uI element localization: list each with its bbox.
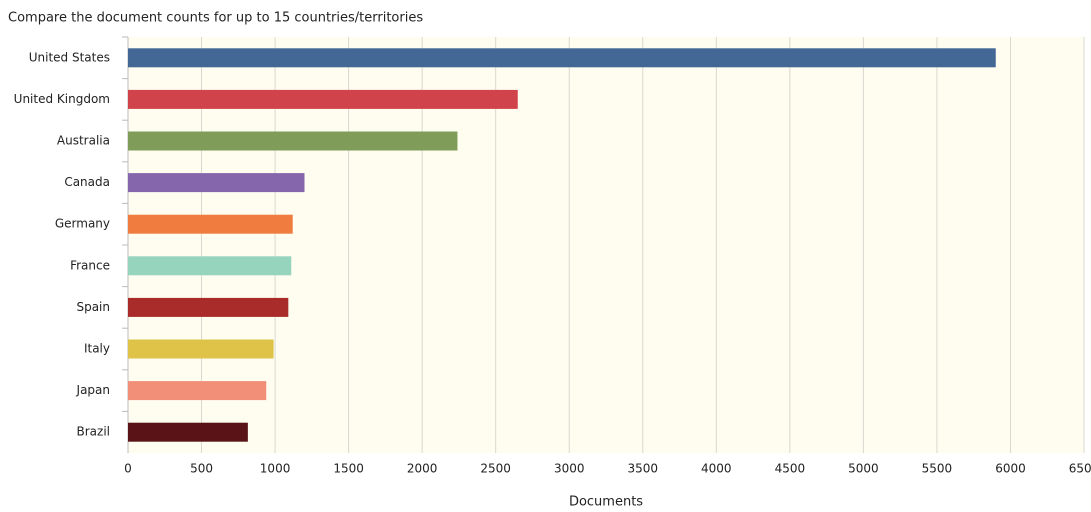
bar — [128, 48, 996, 68]
y-tick-label: Japan — [76, 383, 110, 397]
bar — [128, 422, 248, 442]
bar — [128, 381, 267, 401]
y-tick-label: Canada — [64, 175, 110, 189]
bar — [128, 89, 518, 109]
y-tick-label: France — [70, 258, 110, 272]
bar — [128, 173, 305, 193]
y-tick-label: United Kingdom — [14, 92, 110, 106]
x-tick-label: 5000 — [848, 462, 879, 476]
y-tick-label: Spain — [76, 300, 110, 314]
x-tick-label: 4500 — [775, 462, 806, 476]
y-tick-label: Brazil — [77, 425, 111, 439]
x-tick-label: 2500 — [480, 462, 511, 476]
x-tick-label: 6500 — [1069, 462, 1091, 476]
bar — [128, 131, 458, 151]
x-tick-label: 4000 — [701, 462, 732, 476]
bar — [128, 297, 289, 317]
x-tick-label: 3500 — [627, 462, 658, 476]
chart-subtitle: Compare the document counts for up to 15… — [8, 11, 423, 26]
x-tick-label: 3000 — [554, 462, 585, 476]
y-tick-label: Germany — [55, 217, 110, 231]
bar — [128, 256, 292, 276]
y-tick-label: United States — [29, 50, 110, 64]
x-tick-label: 2000 — [407, 462, 438, 476]
x-tick-label: 5500 — [922, 462, 953, 476]
x-tick-label: 0 — [124, 462, 132, 476]
x-tick-label: 6000 — [995, 462, 1026, 476]
x-axis-title: Documents — [569, 495, 643, 510]
x-tick-label: 500 — [190, 462, 213, 476]
bar — [128, 339, 274, 359]
x-tick-label: 1000 — [260, 462, 291, 476]
bar — [128, 214, 293, 234]
y-tick-label: Italy — [84, 342, 110, 356]
x-tick-label: 1500 — [333, 462, 364, 476]
y-tick-label: Australia — [57, 134, 110, 148]
